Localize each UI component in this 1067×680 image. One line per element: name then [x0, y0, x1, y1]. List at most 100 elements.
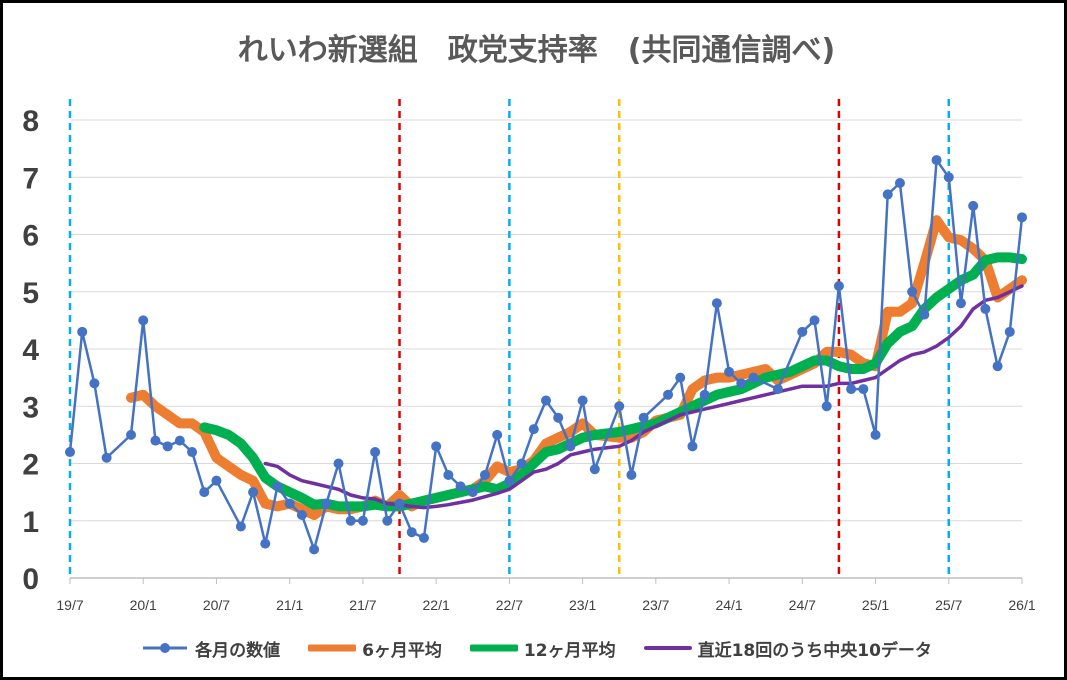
data-point	[687, 441, 698, 452]
data-point	[1017, 212, 1027, 223]
data-point	[711, 298, 722, 309]
data-point	[980, 303, 991, 314]
data-point	[626, 469, 637, 480]
data-point	[431, 441, 442, 452]
data-point	[260, 538, 271, 549]
data-point	[235, 521, 246, 532]
data-point	[675, 372, 686, 383]
data-point	[492, 429, 503, 440]
data-point	[1004, 326, 1015, 337]
series-line	[199, 252, 1027, 512]
x-tick-label: 22/1	[423, 597, 450, 613]
data-point	[345, 515, 356, 526]
series-layer	[65, 155, 1027, 555]
x-tick-label: 22/7	[496, 597, 523, 613]
data-point	[199, 487, 210, 498]
data-point	[479, 469, 490, 480]
data-point	[894, 177, 905, 188]
legend-label-12month-avg: 12ヶ月平均	[523, 640, 616, 661]
x-tick-label: 24/1	[715, 597, 742, 613]
y-tick-label: 8	[22, 105, 39, 138]
chart-title: れいわ新選組 政党支持率 (共同通信調べ)	[237, 33, 836, 68]
data-point	[467, 487, 478, 498]
data-point	[699, 389, 710, 400]
legend-item-6month-avg: 6ヶ月平均	[308, 636, 442, 661]
data-point	[748, 372, 759, 383]
x-tick-label: 21/7	[349, 597, 376, 613]
data-point	[907, 286, 918, 297]
data-point	[931, 155, 942, 166]
data-point	[565, 441, 576, 452]
data-point	[516, 458, 527, 469]
data-point	[370, 447, 381, 458]
data-point	[955, 298, 966, 309]
data-point	[382, 515, 393, 526]
data-point	[333, 458, 344, 469]
legend-item-12month-avg: 12ヶ月平均	[469, 636, 616, 661]
data-point	[919, 309, 930, 320]
data-point	[89, 378, 100, 389]
data-point	[126, 429, 137, 440]
data-point	[138, 315, 149, 326]
x-tick-label: 20/7	[203, 597, 230, 613]
x-tick-label: 23/1	[569, 597, 596, 613]
x-tick-label: 26/1	[1008, 597, 1035, 613]
data-point	[553, 412, 564, 423]
data-point	[821, 401, 832, 412]
data-point	[504, 475, 515, 486]
y-tick-label: 4	[22, 334, 39, 367]
x-tick-label: 25/7	[935, 597, 962, 613]
data-point	[882, 189, 893, 200]
y-tick-label: 1	[22, 506, 39, 539]
data-point	[772, 384, 783, 395]
data-point	[101, 452, 112, 463]
data-point	[406, 527, 417, 538]
data-point	[858, 384, 869, 395]
data-point	[65, 447, 75, 458]
y-tick-label: 2	[22, 449, 39, 482]
legend-label-6month-avg: 6ヶ月平均	[362, 640, 442, 661]
chart-plot: 0 1 2 3 4 5 6 7 8 19/7 20/1 20/7 21/1 21/7 22/1 22/7 23…	[22, 99, 1036, 613]
data-point	[724, 366, 735, 377]
series-line	[263, 284, 1024, 510]
legend-swatch-monthly	[143, 643, 188, 653]
x-tick-label: 25/1	[862, 597, 889, 613]
x-tick-label: 20/1	[130, 597, 157, 613]
data-point	[968, 200, 979, 211]
data-point	[736, 378, 747, 389]
x-tick-label: 23/7	[642, 597, 669, 613]
y-tick-label: 5	[22, 277, 39, 310]
data-point	[187, 447, 198, 458]
y-tick-label: 0	[22, 563, 39, 596]
legend-label-median10: 直近18回のうち中央10データ	[697, 640, 932, 661]
data-point	[797, 326, 808, 337]
data-point	[833, 281, 844, 292]
data-point	[296, 510, 307, 521]
data-point	[614, 401, 625, 412]
data-point	[443, 469, 454, 480]
data-point	[455, 481, 466, 492]
legend-swatch-median10	[643, 646, 692, 650]
legend-item-monthly: 各月の数値	[141, 636, 280, 661]
data-point	[638, 412, 649, 423]
data-point	[272, 481, 283, 492]
legend-item-median10: 直近18回のうち中央10データ	[643, 636, 932, 661]
data-point	[577, 395, 588, 406]
data-point	[309, 544, 320, 555]
y-tick-labels: 0 1 2 3 4 5 6 7 8	[22, 105, 39, 596]
data-point	[943, 172, 954, 183]
data-point	[528, 424, 539, 435]
x-axis	[69, 577, 1023, 584]
data-point	[211, 475, 222, 486]
legend: 各月の数値 6ヶ月平均 12ヶ月平均 直近18回のうち中央10データ	[3, 631, 1067, 665]
data-point	[284, 498, 295, 509]
legend-swatch-12month-avg	[469, 644, 518, 652]
legend-swatch-6month-avg	[308, 644, 357, 652]
x-tick-label: 24/7	[789, 597, 816, 613]
data-point	[663, 389, 674, 400]
y-tick-label: 6	[22, 220, 39, 253]
data-point	[162, 441, 173, 452]
data-point	[418, 532, 429, 543]
legend-label-monthly: 各月の数値	[195, 640, 281, 661]
